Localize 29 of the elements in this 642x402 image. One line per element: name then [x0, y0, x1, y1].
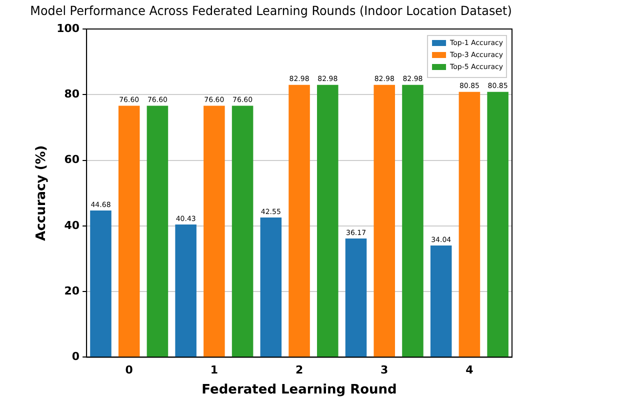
y-tick-label: 100	[56, 22, 80, 35]
bar	[232, 106, 254, 357]
bar	[317, 84, 338, 357]
bar	[90, 210, 112, 357]
bar	[204, 106, 225, 357]
y-tick-label: 0	[72, 350, 80, 364]
bar	[430, 245, 452, 357]
x-tick-label: 0	[125, 364, 134, 377]
bar	[402, 84, 424, 357]
x-axis-title: Federated Learning Round	[202, 382, 397, 398]
y-axis-title: Accuracy (%)	[34, 145, 50, 241]
bar	[175, 224, 196, 357]
x-tick-label: 2	[295, 364, 304, 377]
bar	[288, 84, 310, 357]
x-tick-label: 3	[380, 364, 388, 377]
bar	[374, 84, 396, 357]
x-tick-label: 4	[466, 364, 474, 377]
bar	[146, 106, 168, 357]
x-tick-label: 1	[210, 364, 218, 377]
bar	[260, 218, 282, 357]
bar	[118, 106, 140, 357]
y-tick-label: 40	[64, 218, 80, 232]
chart-title: Model Performance Across Federated Learning Rounds (Indoor Location Dataset)	[30, 4, 512, 18]
y-tick-label: 80	[64, 88, 80, 100]
bar	[345, 238, 367, 357]
bar	[487, 92, 508, 357]
y-tick-label: 20	[64, 284, 80, 298]
bar	[458, 92, 480, 357]
y-tick-label: 60	[64, 153, 80, 166]
